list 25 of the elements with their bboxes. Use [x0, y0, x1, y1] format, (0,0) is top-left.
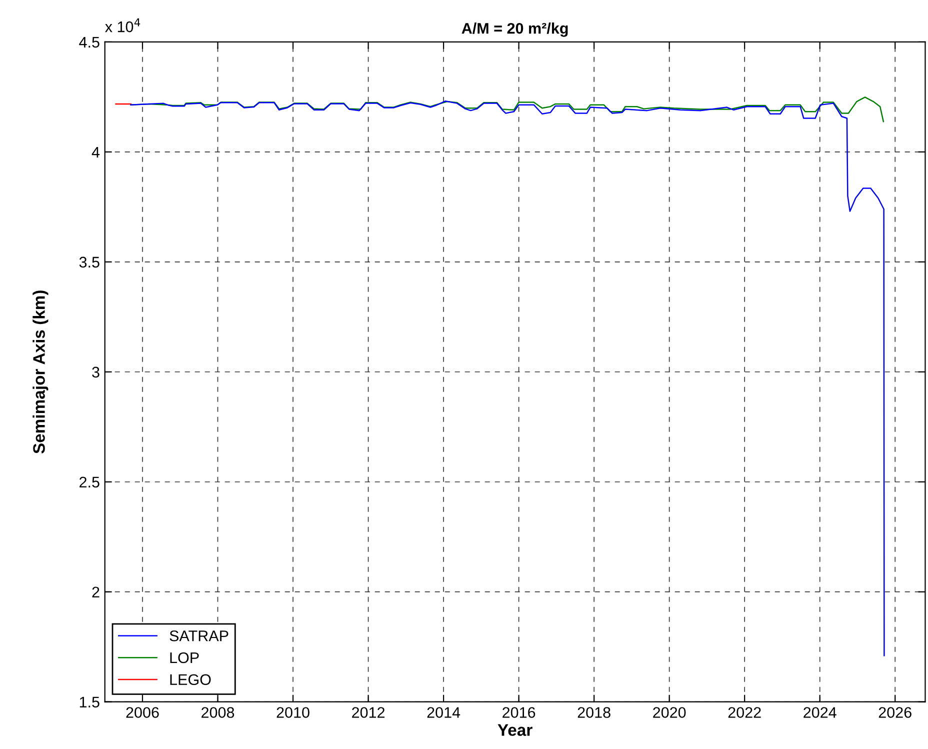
chart-title: A/M = 20 m²/kg: [462, 22, 568, 37]
text: x 10$^{4}$: [105, 18, 140, 32]
x-tick-label: 2018: [578, 707, 610, 718]
x-tick-label: 2014: [427, 707, 460, 718]
x-tick-label: 2020: [653, 707, 686, 718]
y-tick-label: 4: [92, 146, 100, 158]
x-tick-label: 2010: [276, 707, 310, 718]
y-tick-label: 4.5: [79, 36, 100, 48]
y-tick-label: 2: [92, 586, 100, 598]
x-tick-label: 2012: [352, 707, 385, 718]
y-tick-label: 2.5: [80, 476, 100, 488]
x-axis-title: Year: [498, 724, 532, 736]
x-tick-label: 2022: [728, 707, 761, 718]
y-tick-label: 3: [92, 366, 100, 378]
x-tick-label: 2006: [126, 707, 159, 718]
legend-label: LEGO: [170, 674, 211, 686]
x-tick-label: 2008: [202, 707, 234, 718]
legend-label: SATRAP: [170, 630, 228, 642]
y-tick-label: 3.5: [79, 256, 100, 268]
y-axis-title: Semimajor Axis (km): [32, 290, 48, 454]
x-tick-label: 2026: [878, 707, 912, 718]
y-tick-label: 1.5: [80, 696, 100, 708]
legend-label: LOP: [170, 652, 199, 664]
x-tick-label: 2024: [804, 707, 836, 718]
x-tick-label: 2016: [502, 707, 536, 718]
